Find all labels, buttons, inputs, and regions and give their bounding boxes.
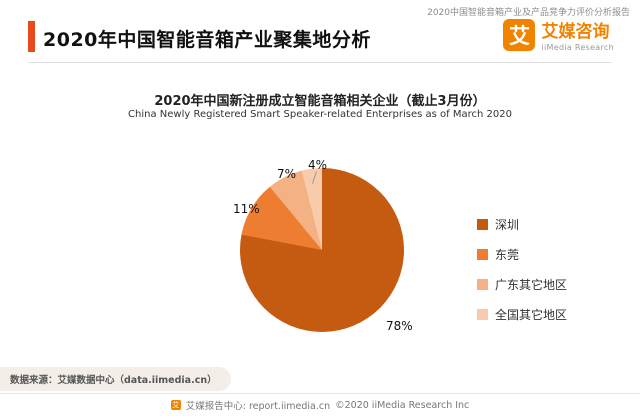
pie-label-dongguan: 11% [233,202,260,216]
chart-subtitle: China Newly Registered Smart Speaker-rel… [128,109,512,120]
iimedia-logo-cn: 艾媒咨询 [541,22,610,42]
legend-swatch [477,249,488,260]
footer-report-center: 艾媒报告中心: report.iimedia.cn [185,401,331,412]
pie-label-guangdong-other: 7% [277,167,297,181]
pie-label-national-other: 4% [308,158,328,172]
legend-label: 全国其它地区 [495,308,568,322]
legend-item-shenzhen: 深圳 [477,216,567,233]
pie-label-shenzhen: 78% [386,319,413,333]
footer-divider [0,393,640,394]
chart-title: 2020年中国新注册成立智能音箱相关企业（截止3月份） [154,94,486,109]
iimedia-logo-text: 艾媒咨询 iiMedia Research [541,17,614,52]
legend-swatch [477,309,488,320]
page-title: 2020年中国智能音箱产业聚集地分析 [43,29,371,51]
pie-chart [240,168,404,332]
legend-label: 深圳 [495,218,520,232]
legend-item-guangdong-other: 广东其它地区 [477,276,567,293]
iimedia-logo-icon: 艾 [503,18,536,51]
title-accent-bar [28,21,35,52]
iimedia-logo-en: iiMedia Research [541,43,614,52]
footer-logo-icon: 艾 [170,400,181,410]
header-divider [28,62,612,63]
chart-legend: 深圳 东莞 广东其它地区 全国其它地区 [477,216,567,336]
footer: 艾 艾媒报告中心: report.iimedia.cn ©2020 iiMedi… [0,398,640,412]
report-top-note: 2020中国智能音箱产业及产品竞争力评价分析报告 [427,8,630,18]
legend-swatch [477,219,488,230]
iimedia-logo: 艾 艾媒咨询 iiMedia Research [503,17,614,52]
legend-label: 广东其它地区 [495,278,568,292]
legend-item-national-other: 全国其它地区 [477,306,567,323]
footer-copyright: ©2020 iiMedia Research Inc [335,399,470,411]
legend-label: 东莞 [495,248,520,262]
data-source-note: 数据来源：艾媒数据中心（data.iimedia.cn） [0,367,231,391]
legend-item-dongguan: 东莞 [477,246,567,263]
legend-swatch [477,279,488,290]
